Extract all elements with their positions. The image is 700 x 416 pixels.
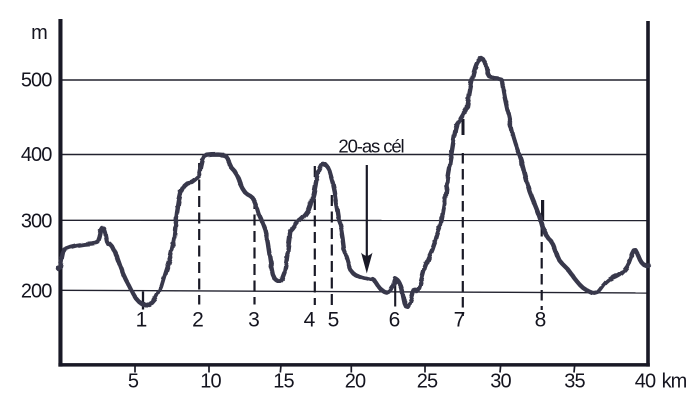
svg-text:5: 5 bbox=[128, 371, 139, 393]
svg-text:2: 2 bbox=[192, 309, 204, 332]
svg-text:35: 35 bbox=[564, 371, 585, 393]
svg-text:15: 15 bbox=[273, 371, 294, 393]
svg-text:20: 20 bbox=[345, 371, 366, 393]
svg-text:5: 5 bbox=[328, 309, 340, 332]
svg-text:3: 3 bbox=[248, 309, 260, 332]
svg-text:7: 7 bbox=[454, 309, 466, 332]
svg-text:8: 8 bbox=[535, 309, 547, 332]
svg-text:30: 30 bbox=[490, 371, 511, 393]
svg-text:m: m bbox=[31, 22, 47, 44]
svg-text:200: 200 bbox=[21, 281, 52, 303]
svg-text:10: 10 bbox=[200, 371, 221, 393]
svg-text:1: 1 bbox=[136, 309, 148, 332]
svg-text:300: 300 bbox=[21, 210, 52, 232]
svg-text:20-as cél: 20-as cél bbox=[338, 136, 403, 157]
svg-text:25: 25 bbox=[417, 371, 438, 393]
svg-text:6: 6 bbox=[389, 309, 401, 332]
svg-text:km: km bbox=[662, 371, 687, 393]
svg-text:40: 40 bbox=[635, 371, 656, 393]
svg-text:500: 500 bbox=[21, 70, 52, 92]
svg-text:400: 400 bbox=[21, 144, 52, 166]
svg-text:4: 4 bbox=[304, 309, 316, 332]
